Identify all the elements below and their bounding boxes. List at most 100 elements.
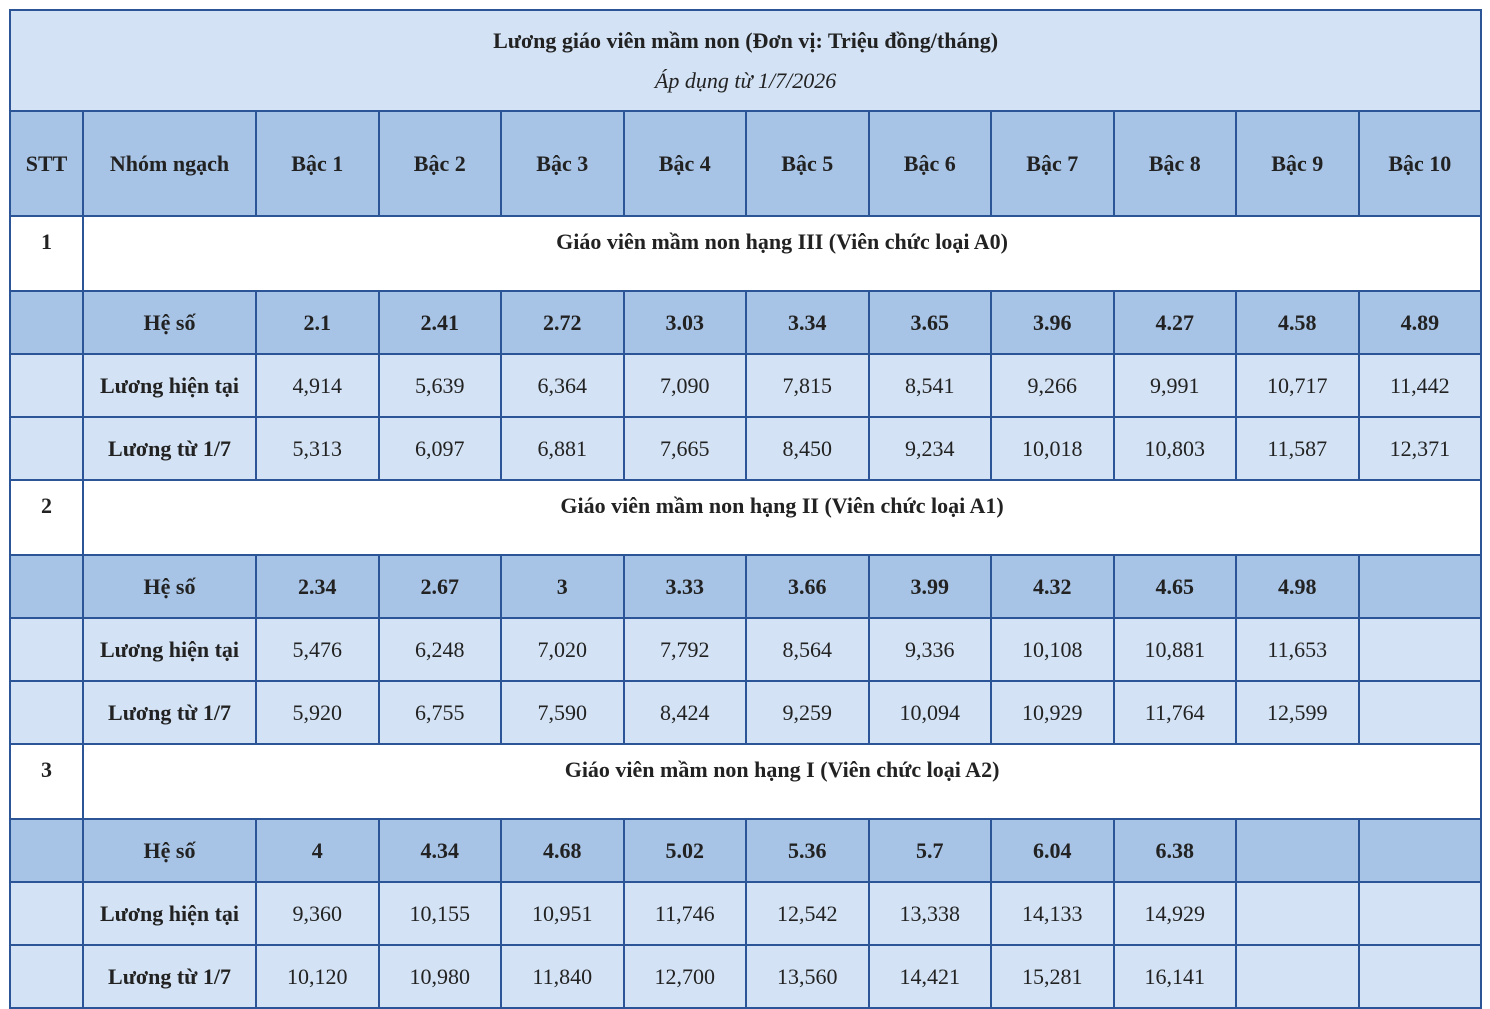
header-cell: Bậc 7 [990,110,1115,217]
value-cell: 6,248 [377,617,502,682]
value-cell: 7,590 [500,680,625,745]
value-cell: 12,371 [1357,416,1483,481]
value-cell: 4.98 [1235,554,1360,619]
value-cell: 4.27 [1112,290,1237,355]
row-label: Lương hiện tại [82,617,257,682]
value-cell: 14,421 [867,944,992,1009]
value-cell: 4.32 [990,554,1115,619]
value-cell: 14,133 [990,881,1115,946]
title: Lương giáo viên mầm non (Đơn vị: Triệu đ… [493,27,999,53]
value-cell: 5,313 [255,416,380,481]
value-cell: 11,587 [1235,416,1360,481]
stt-cell [9,353,84,418]
value-cell: 9,266 [990,353,1115,418]
header-cell: Bậc 3 [500,110,625,217]
value-cell: 13,560 [745,944,870,1009]
value-cell: 12,542 [745,881,870,946]
value-cell: 4 [255,818,380,883]
stt-cell [9,554,84,619]
section-row: 1 Giáo viên mầm non hạng III (Viên chức l… [9,215,1483,292]
header-cell: Bậc 2 [377,110,502,217]
value-cell: 10,951 [500,881,625,946]
value-cell: 3.65 [867,290,992,355]
value-cell: 3.03 [622,290,747,355]
header-cell: Bậc 6 [867,110,992,217]
stt-cell [9,617,84,682]
value-cell: 4.65 [1112,554,1237,619]
value-cell: 11,764 [1112,680,1237,745]
section-row: 3 Giáo viên mầm non hạng I (Viên chức loạ… [9,743,1483,820]
value-cell: 6,097 [377,416,502,481]
title-row: Lương giáo viên mầm non (Đơn vị: Triệu đ… [8,9,1483,112]
empty-cell [1357,680,1483,745]
salary-table: Lương giáo viên mầm non (Đơn vị: Triệu đ… [8,9,1483,1009]
row-label: Lương từ 1/7 [82,416,257,481]
stt-cell: 3 [9,743,84,820]
value-cell: 16,141 [1112,944,1237,1009]
value-cell: 9,336 [867,617,992,682]
value-cell: 10,803 [1112,416,1237,481]
header-cell: Bậc 1 [255,110,380,217]
header-cell: Bậc 10 [1357,110,1483,217]
subtitle: Áp dụng từ 1/7/2026 [654,67,837,93]
empty-cell [1357,944,1483,1009]
value-cell: 6,881 [500,416,625,481]
data-row: Lương từ 1/7 5,313 6,097 6,881 7,665 8,450 9,2… [9,416,1483,481]
section-title: Giáo viên mầm non hạng I (Viên chức loại… [81,743,1483,820]
value-cell: 6,364 [500,353,625,418]
empty-cell [1235,944,1360,1009]
value-cell: 7,090 [622,353,747,418]
value-cell: 5.02 [622,818,747,883]
value-cell: 4,914 [255,353,380,418]
value-cell: 9,234 [867,416,992,481]
value-cell: 7,020 [500,617,625,682]
data-row: Lương hiện tại 5,476 6,248 7,020 7,792 8,564 9… [9,617,1483,682]
value-cell: 10,120 [255,944,380,1009]
value-cell: 3.33 [622,554,747,619]
data-row: Lương hiện tại 4,914 5,639 6,364 7,090 7,815 8… [9,353,1483,418]
stt-cell [9,818,84,883]
empty-cell [1357,554,1483,619]
header-cell: STT [9,110,84,217]
header-row: STT Nhóm ngạch Bậc 1 Bậc 2 Bậc 3 Bậc 4 Bậc 5 Bậ… [9,110,1483,217]
data-row: Lương từ 1/7 5,920 6,755 7,590 8,424 9,259 10,… [9,680,1483,745]
value-cell: 5,476 [255,617,380,682]
header-cell: Bậc 4 [622,110,747,217]
value-cell: 4.68 [500,818,625,883]
value-cell: 5,639 [377,353,502,418]
value-cell: 12,599 [1235,680,1360,745]
value-cell: 3.96 [990,290,1115,355]
value-cell: 6.38 [1112,818,1237,883]
empty-cell [1235,818,1360,883]
header-cell: Bậc 9 [1235,110,1360,217]
value-cell: 9,360 [255,881,380,946]
value-cell: 9,259 [745,680,870,745]
section-title: Giáo viên mầm non hạng II (Viên chức loạ… [81,479,1483,556]
row-label: Lương hiện tại [82,881,257,946]
value-cell: 4.58 [1235,290,1360,355]
value-cell: 10,929 [990,680,1115,745]
value-cell: 2.1 [255,290,380,355]
stt-cell [9,680,84,745]
data-row: Hệ số 2.34 2.67 3 3.33 3.66 3.99 4.32 4.65 4.98 [9,554,1483,619]
row-label: Lương hiện tại [82,353,257,418]
stt-cell: 1 [9,215,84,292]
stt-cell [9,416,84,481]
empty-cell [1357,617,1483,682]
header-cell: Bậc 8 [1112,110,1237,217]
row-label: Hệ số [82,554,257,619]
value-cell: 10,094 [867,680,992,745]
row-label: Lương từ 1/7 [82,680,257,745]
value-cell: 6,755 [377,680,502,745]
value-cell: 11,840 [500,944,625,1009]
header-cell: Bậc 5 [745,110,870,217]
value-cell: 10,717 [1235,353,1360,418]
value-cell: 4.89 [1357,290,1483,355]
value-cell: 7,792 [622,617,747,682]
value-cell: 12,700 [622,944,747,1009]
value-cell: 2.41 [377,290,502,355]
value-cell: 10,018 [990,416,1115,481]
value-cell: 9,991 [1112,353,1237,418]
value-cell: 10,980 [377,944,502,1009]
value-cell: 11,746 [622,881,747,946]
